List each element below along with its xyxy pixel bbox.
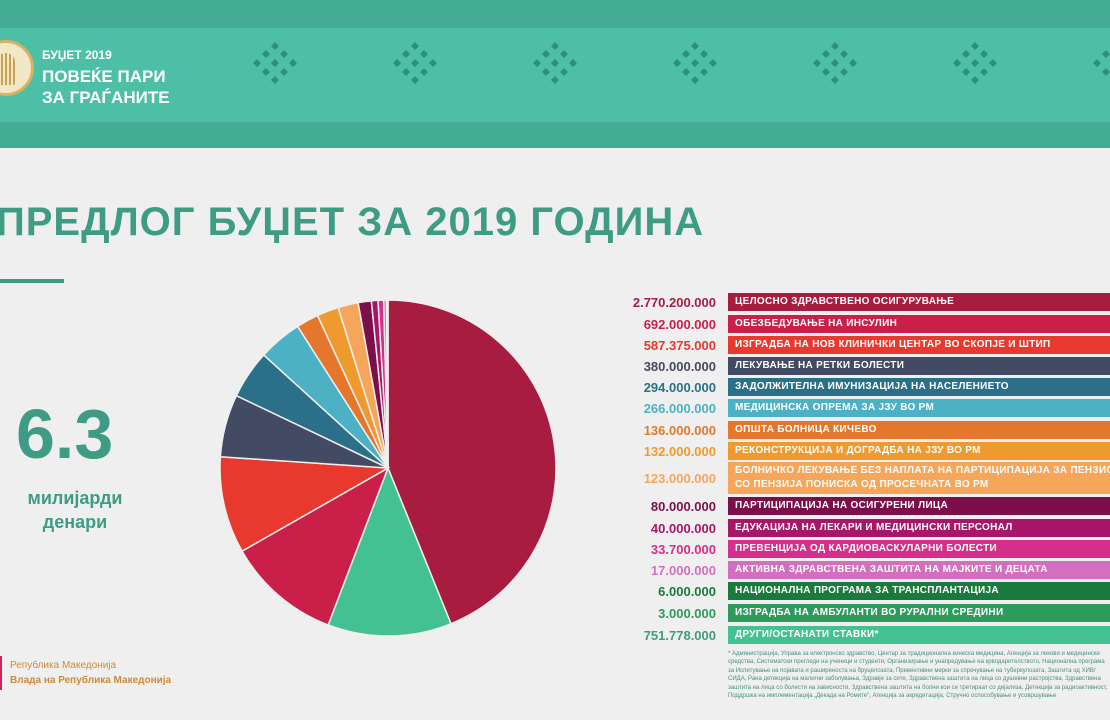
- pie-slice-3: [220, 455, 391, 553]
- legend-value: 294.000.000: [643, 380, 716, 395]
- legend-value: 136.000.000: [643, 423, 716, 438]
- legend-label: МЕДИЦИНСКА ОПРЕМА ЗА ЈЗУ ВО РМ: [728, 399, 1110, 417]
- pie-slice-1: [327, 465, 452, 636]
- legend-label: ЗАДОЛЖИТЕЛНА ИМУНИЗАЦИЈА НА НАСЕЛЕНИЕТО: [728, 378, 1110, 396]
- title-underline: [0, 279, 64, 283]
- header-stripe-bottom: [0, 122, 1110, 148]
- budget-pie-chart: [220, 300, 556, 636]
- legend-value: 751.778.000: [643, 628, 716, 643]
- legend-label: АКТИВНА ЗДРАВСТВЕНА ЗАШТИТА НА МАЈКИТЕ И…: [728, 561, 1110, 579]
- legend-label: НАЦИОНАЛНА ПРОГРАМА ЗА ТРАНСПЛАНТАЦИЈА: [728, 582, 1110, 600]
- header-slogan-line1: ПОВЕЌЕ ПАРИ: [42, 67, 166, 86]
- legend-value: 80.000.000: [650, 499, 716, 514]
- diamond-motif-icon: [253, 42, 297, 84]
- legend-value: 380.000.000: [643, 359, 716, 374]
- legend-value: 692.000.000: [643, 317, 716, 332]
- legend-value: 40.000.000: [650, 521, 716, 536]
- total-unit: милијарди денари: [14, 486, 136, 534]
- header-year: БУЏЕТ 2019: [42, 48, 112, 62]
- legend-value: 6.000.000: [658, 584, 716, 599]
- legend-label: ИЗГРАДБА НА НОВ КЛИНИЧКИ ЦЕНТАР ВО СКОПЈ…: [728, 336, 1110, 354]
- legend-label: ОПШТА БОЛНИЦА КИЧЕВО: [728, 421, 1110, 439]
- legend-value: 132.000.000: [643, 444, 716, 459]
- legend-label: ДРУГИ/ОСТАНАТИ СТАВКИ*: [728, 626, 1110, 644]
- pie-slice-15: [386, 300, 389, 469]
- pie-slice-0: [387, 300, 556, 625]
- total-unit-line1: милијарди: [27, 488, 123, 508]
- logo-emblem-icon: [0, 53, 15, 85]
- legend-label: ЕДУКАЦИЈА НА ЛЕКАРИ И МЕДИЦИНСКИ ПЕРСОНА…: [728, 519, 1110, 537]
- legend-label: ПАРТИЦИПАЦИЈА НА ОСИГУРЕНИ ЛИЦА: [728, 497, 1110, 515]
- legend-label-line: СО ПЕНЗИЈА ПОНИСКА ОД ПРОСЕЧНАТА ВО РМ: [735, 479, 989, 490]
- legend-value: 17.000.000: [650, 563, 716, 578]
- legend-value: 123.000.000: [643, 471, 716, 486]
- legend-label: БОЛНИЧКО ЛЕКУВАЊЕ БЕЗ НАПЛАТА НА ПАРТИЦИ…: [728, 462, 1110, 494]
- diamond-motif-icon: [533, 42, 577, 84]
- header-stripe-top: [0, 0, 1110, 28]
- legend-label: ИЗГРАДБА НА АМБУЛАНТИ ВО РУРАЛНИ СРЕДИНИ: [728, 604, 1110, 622]
- legend-value: 587.375.000: [643, 338, 716, 353]
- diamond-motif-icon: [1093, 50, 1110, 76]
- legend-value: 266.000.000: [643, 401, 716, 416]
- diamond-motif-icon: [393, 42, 437, 84]
- header-slogan: ПОВЕЌЕ ПАРИ ЗА ГРАЃАНИТЕ: [42, 66, 170, 108]
- footnote: * Администрација, Управа за електронско …: [728, 651, 1108, 700]
- diamond-motif-icon: [673, 42, 717, 84]
- government-name: Влада на Република Македонија: [10, 675, 172, 686]
- total-unit-line2: денари: [42, 512, 108, 532]
- total-amount: 6.3: [16, 395, 114, 473]
- header-banner: БУЏЕТ 2019 ПОВЕЌЕ ПАРИ ЗА ГРАЃАНИТЕ: [0, 0, 1110, 148]
- header-slogan-line2: ЗА ГРАЃАНИТЕ: [42, 88, 170, 107]
- legend-label-line: БОЛНИЧКО ЛЕКУВАЊЕ БЕЗ НАПЛАТА НА ПАРТИЦИ…: [735, 465, 1110, 476]
- legend-value: 2.770.200.000: [632, 295, 716, 310]
- page-title: ПРЕДЛОГ БУЏЕТ ЗА 2019 ГОДИНА: [0, 200, 705, 244]
- legend-label: ОБЕЗБЕДУВАЊЕ НА ИНСУЛИН: [728, 315, 1110, 333]
- pie-slice-2: [240, 466, 390, 626]
- budget-logo: [0, 40, 34, 96]
- diamond-motif-icon: [813, 42, 857, 84]
- legend-label: ПРЕВЕНЦИЈА ОД КАРДИОВАСКУЛАРНИ БОЛЕСТИ: [728, 540, 1110, 558]
- government-country: Република Македонија: [10, 660, 117, 671]
- legend-value: 3.000.000: [658, 606, 716, 621]
- diamond-motif-icon: [953, 42, 997, 84]
- legend-label: ЛЕКУВАЊЕ НА РЕТКИ БОЛЕСТИ: [728, 357, 1110, 375]
- legend-label: РЕКОНСТРУКЦИЈА И ДОГРАДБА НА ЈЗУ ВО РМ: [728, 442, 1110, 460]
- legend-value: 33.700.000: [650, 542, 716, 557]
- government-divider: [0, 656, 2, 690]
- legend-label: ЦЕЛОСНО ЗДРАВСТВЕНО ОСИГУРУВАЊЕ: [728, 293, 1110, 311]
